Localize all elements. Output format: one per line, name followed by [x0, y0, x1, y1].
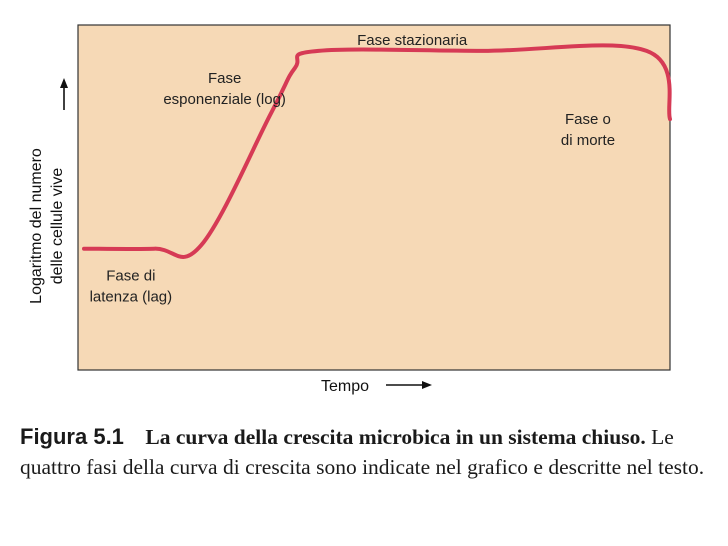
y-axis-arrow-icon	[60, 78, 68, 110]
caption-title: La curva della crescita microbica in un …	[145, 425, 577, 449]
phase-annotation-line: Fase	[208, 70, 241, 87]
phase-annotation: Fase esponenziale (log)	[163, 70, 286, 108]
y-axis-title-line1: Logaritmo del numero	[28, 148, 45, 304]
x-axis-title: Tempo	[321, 378, 369, 395]
growth-curve-line	[82, 43, 672, 259]
phase-annotation-line: latenza (lag)	[90, 289, 173, 306]
phase-annotation-line: di morte	[561, 132, 615, 149]
x-axis-arrow-icon	[386, 381, 432, 389]
phase-annotation: Fase stazionaria	[357, 32, 468, 49]
caption-number: Figura 5.1	[20, 424, 124, 449]
caption-title-end: chiuso.	[581, 425, 646, 449]
phase-annotation: Fase o di morte	[561, 111, 615, 149]
caption-text: Le quattro fasi della curva di crescita …	[20, 425, 705, 479]
phase-annotation-line: Fase stazionaria	[357, 32, 468, 49]
phase-annotation-line: Fase o	[565, 111, 611, 128]
y-axis-title: Logaritmo del numero delle cellule vive	[28, 148, 66, 304]
phase-annotation-line: esponenziale (log)	[163, 91, 286, 108]
phase-annotation: Fase di latenza (lag)	[90, 268, 173, 306]
phase-annotation-line: Fase di	[106, 268, 155, 285]
figure-caption: Figura 5.1 La curva della crescita micro…	[20, 422, 720, 482]
y-axis-title-line2: delle cellule vive	[49, 168, 66, 285]
plot-area	[77, 24, 671, 371]
